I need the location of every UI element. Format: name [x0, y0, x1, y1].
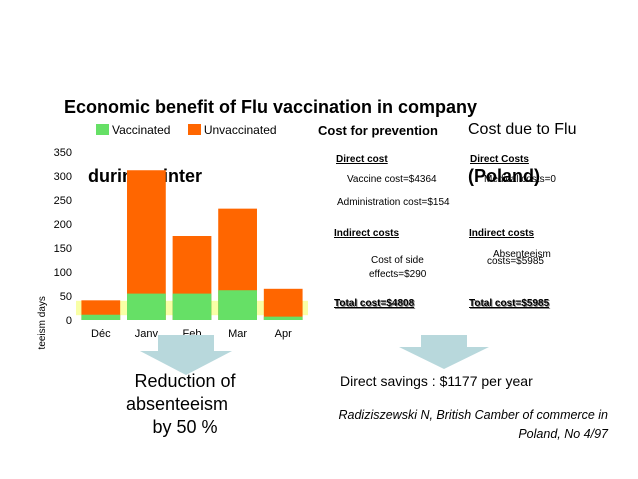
y-tick-label: 250: [54, 195, 72, 207]
side-effects-line-2: effects=$290: [369, 269, 427, 280]
legend-swatch-vaccinated: [96, 124, 109, 135]
legend-vaccinated: Vaccinated: [96, 123, 170, 137]
legend-label-vaccinated: Vaccinated: [112, 123, 171, 137]
bar-vaccinated: [263, 316, 303, 320]
citation: Radiziszewski N, British Camber of comme…: [280, 406, 608, 444]
direct-savings: Direct savings : $1177 per year: [340, 373, 533, 389]
chart-legend: Vaccinated Unvaccinated: [96, 123, 291, 137]
direct-costs-label: Direct Costs: [470, 154, 529, 165]
reduction-line-3: by 50 %: [152, 417, 218, 437]
x-tick-label: Mar: [228, 328, 247, 340]
total-cost-flu: Total cost=$5985: [469, 298, 550, 309]
down-arrow-right-shape: [399, 335, 489, 369]
y-axis-label: No of Absenteeism days: [37, 296, 48, 350]
bar-vaccinated: [218, 290, 257, 320]
y-tick-label: 0: [66, 315, 72, 327]
citation-line-1: Radiziszewski N, British Camber of comme…: [338, 408, 608, 422]
title-line-1: Economic benefit of Flu vaccination in c…: [64, 97, 478, 117]
bar-unvaccinated: [263, 288, 303, 320]
legend-unvaccinated: Unvaccinated: [187, 123, 277, 137]
y-tick-label: 200: [54, 219, 72, 231]
down-arrow-left-shape: [140, 335, 232, 375]
x-tick-label: Janv: [135, 328, 159, 340]
y-tick-label: 50: [60, 291, 72, 303]
side-effects-line-1: Cost of side: [371, 255, 424, 266]
down-arrow-right: [399, 335, 489, 369]
medical-costs: Medical costs=0: [484, 174, 556, 185]
total-cost-prevention: Total cost=$4808: [334, 298, 415, 309]
direct-cost-label: Direct cost: [336, 154, 388, 165]
x-tick-label: Déc: [91, 328, 111, 340]
title-line-2b: (Poland): [468, 166, 540, 186]
legend-label-unvaccinated: Unvaccinated: [203, 123, 277, 137]
y-tick-label: 100: [54, 267, 72, 279]
indirect-costs-left: Indirect costs: [334, 228, 400, 239]
reduction-line-2: absenteeism: [125, 394, 229, 414]
absenteeism-line-1: Absenteeism: [493, 249, 551, 260]
bar-chart: No of Absenteeism days 0 50 100 150 200 250 30…: [37, 147, 308, 350]
vaccine-cost: Vaccine cost=$4364: [347, 174, 437, 185]
y-tick-label: 150: [54, 243, 72, 255]
reduction-line-1: Reduction of: [134, 371, 236, 391]
down-arrow-left: [140, 335, 232, 375]
y-tick-label: 300: [54, 171, 72, 183]
cost-flu-header: Cost due to Flu: [468, 121, 577, 138]
bar-vaccinated: [172, 293, 212, 320]
legend-swatch-unvaccinated: [187, 124, 201, 135]
bar-vaccinated: [127, 293, 166, 320]
citation-line-2: Poland, No 4/97: [518, 427, 608, 441]
bars: [76, 170, 308, 320]
administration-cost: Administration cost=$154: [337, 197, 450, 208]
absenteeism-line-2: costs=$5985: [487, 256, 544, 267]
y-tick-label: 350: [54, 147, 72, 159]
x-tick-label: Apr: [275, 328, 292, 340]
y-axis-ticks: 0 50 100 150 200 250 300 350: [54, 147, 72, 327]
reduction-text: Reduction of absenteeism by 50 %: [110, 370, 260, 439]
bar-vaccinated: [81, 314, 121, 320]
cost-prevention-header: Cost for prevention: [318, 123, 438, 138]
indirect-costs-right: Indirect costs: [469, 228, 535, 239]
